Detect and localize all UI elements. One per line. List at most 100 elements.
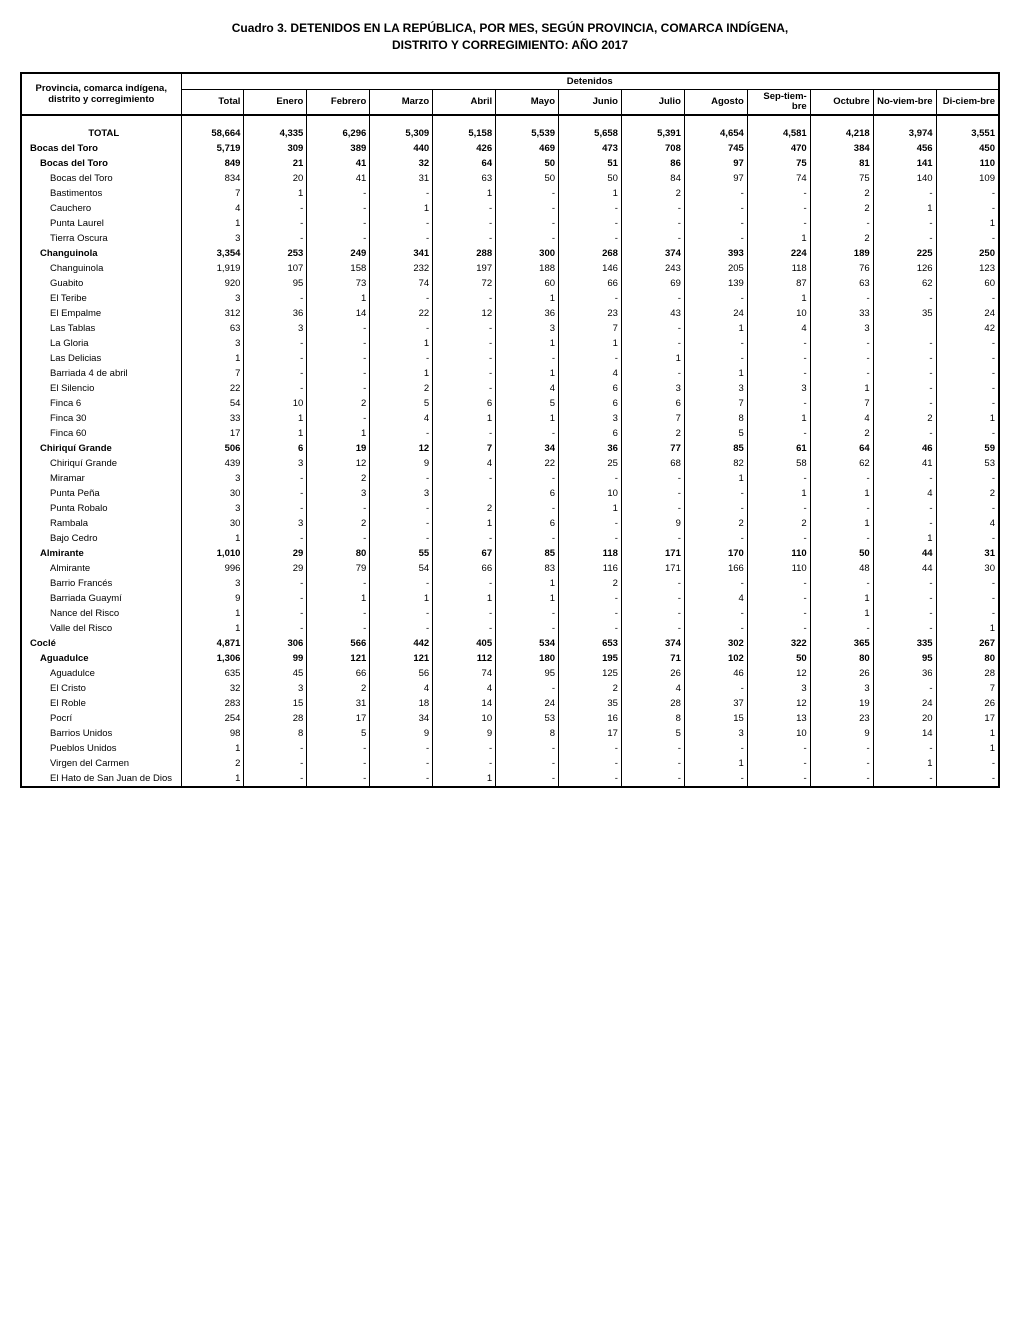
cell: 22 [181, 381, 244, 396]
cell: - [684, 681, 747, 696]
cell: 1 [936, 726, 999, 741]
cell: - [496, 351, 559, 366]
cell: 17 [559, 726, 622, 741]
cell: - [873, 621, 936, 636]
cell: - [621, 231, 684, 246]
cell: - [747, 606, 810, 621]
cell: 56 [370, 666, 433, 681]
row-label: Almirante [21, 561, 181, 576]
cell: - [244, 486, 307, 501]
row-label: El Silencio [21, 381, 181, 396]
cell: 126 [873, 261, 936, 276]
cell: - [621, 591, 684, 606]
row-label: Finca 60 [21, 426, 181, 441]
cell: 171 [621, 561, 684, 576]
cell: 2 [684, 516, 747, 531]
cell: - [936, 396, 999, 411]
cell: - [684, 576, 747, 591]
cell: - [873, 471, 936, 486]
cell: 75 [810, 171, 873, 186]
cell: 5,539 [496, 126, 559, 141]
cell: 1 [810, 606, 873, 621]
cell: - [559, 351, 622, 366]
cell: 1 [810, 516, 873, 531]
cell: 1,010 [181, 546, 244, 561]
cell: - [559, 471, 622, 486]
cell: - [559, 741, 622, 756]
cell: - [621, 756, 684, 771]
cell: 1 [181, 621, 244, 636]
cell: - [559, 231, 622, 246]
cell: - [810, 471, 873, 486]
col-header: Junio [559, 89, 622, 115]
cell: - [873, 681, 936, 696]
cell: 17 [307, 711, 370, 726]
cell: 4 [370, 681, 433, 696]
cell: 2 [936, 486, 999, 501]
cell: - [433, 576, 496, 591]
cell: 36 [559, 441, 622, 456]
cell: - [433, 471, 496, 486]
cell: 1 [559, 501, 622, 516]
cell: - [433, 741, 496, 756]
cell: - [684, 351, 747, 366]
cell: - [496, 231, 559, 246]
cell: 5,719 [181, 141, 244, 156]
cell: 31 [936, 546, 999, 561]
cell: 1 [496, 411, 559, 426]
cell: 5,658 [559, 126, 622, 141]
cell: - [621, 576, 684, 591]
cell: - [621, 501, 684, 516]
cell: - [496, 426, 559, 441]
cell: 1 [370, 201, 433, 216]
cell: 442 [370, 636, 433, 651]
cell: 95 [873, 651, 936, 666]
cell: 10 [244, 396, 307, 411]
cell: - [684, 216, 747, 231]
cell: 1 [433, 186, 496, 201]
cell: 302 [684, 636, 747, 651]
cell: 55 [370, 546, 433, 561]
cell: 470 [747, 141, 810, 156]
cell: 180 [496, 651, 559, 666]
cell: - [747, 426, 810, 441]
cell: - [873, 366, 936, 381]
cell: - [559, 516, 622, 531]
cell: 1,306 [181, 651, 244, 666]
cell: 1 [496, 366, 559, 381]
cell: - [244, 336, 307, 351]
cell: 243 [621, 261, 684, 276]
cell: 4,581 [747, 126, 810, 141]
cell: 1 [433, 516, 496, 531]
cell: - [936, 576, 999, 591]
cell: 6 [559, 426, 622, 441]
cell: - [244, 501, 307, 516]
row-label: Bocas del Toro [21, 156, 181, 171]
cell: - [684, 771, 747, 787]
col-header: Marzo [370, 89, 433, 115]
cell: - [684, 291, 747, 306]
col-header: Sep-tiem-bre [747, 89, 810, 115]
cell: - [936, 231, 999, 246]
cell: 5,391 [621, 126, 684, 141]
cell: - [873, 351, 936, 366]
cell: 67 [433, 546, 496, 561]
cell: 288 [433, 246, 496, 261]
cell: 653 [559, 636, 622, 651]
cell: 253 [244, 246, 307, 261]
cell: 1 [244, 186, 307, 201]
cell: 4 [181, 201, 244, 216]
col-header: Agosto [684, 89, 747, 115]
cell: - [433, 321, 496, 336]
cell: - [936, 756, 999, 771]
cell: - [936, 381, 999, 396]
cell: 76 [810, 261, 873, 276]
cell: - [936, 471, 999, 486]
cell: 2 [433, 501, 496, 516]
row-label: Bocas del Toro [21, 171, 181, 186]
cell: 3 [496, 321, 559, 336]
cell: 1 [496, 336, 559, 351]
cell: 42 [936, 321, 999, 336]
cell: 63 [433, 171, 496, 186]
cell: 80 [936, 651, 999, 666]
